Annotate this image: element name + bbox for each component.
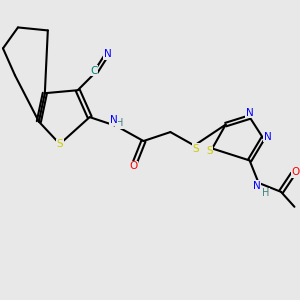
Text: N: N (253, 181, 261, 191)
Text: H: H (262, 188, 270, 198)
Text: N: N (104, 49, 112, 59)
Text: C: C (91, 66, 98, 76)
Text: S: S (56, 139, 63, 149)
Text: O: O (292, 167, 300, 177)
Text: S: S (206, 146, 213, 157)
Text: N: N (246, 108, 254, 118)
Text: N: N (264, 131, 272, 142)
Text: O: O (129, 161, 137, 171)
Text: H: H (116, 118, 123, 128)
Text: S: S (193, 143, 199, 154)
Text: N: N (110, 115, 118, 125)
